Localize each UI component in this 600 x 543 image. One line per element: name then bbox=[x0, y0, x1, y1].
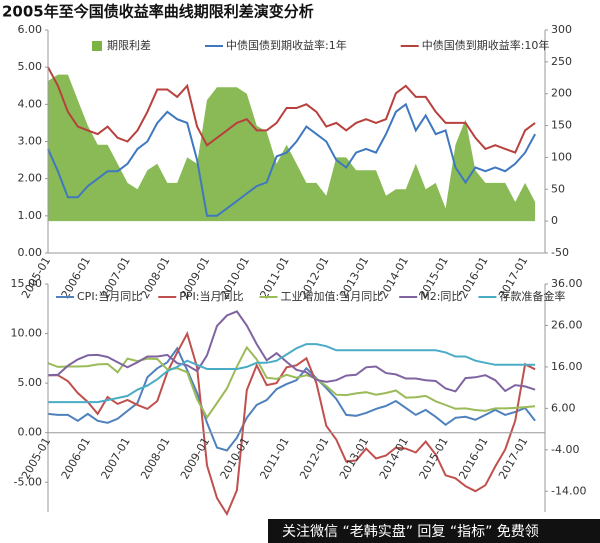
y2-tick-label: 200 bbox=[551, 87, 572, 100]
y2-tick-label: 36.00 bbox=[551, 277, 583, 290]
y-tick-label: 4.00 bbox=[18, 97, 43, 110]
line bbox=[47, 102, 536, 217]
y-tick-label: 6.00 bbox=[18, 23, 43, 36]
area bbox=[48, 74, 536, 222]
y2-tick-label: 250 bbox=[551, 55, 572, 68]
line bbox=[47, 310, 536, 393]
y-tick-label: 15.00 bbox=[11, 277, 43, 290]
y2-tick-label: 300 bbox=[551, 23, 572, 36]
watermark: 关注微信 “老韩实盘” 回复 “指标” 免费领 bbox=[282, 523, 539, 540]
y-tick-label: 10.00 bbox=[11, 327, 43, 340]
y2-tick-label: 0 bbox=[551, 214, 558, 227]
y2-tick-label: -50 bbox=[551, 246, 569, 259]
legend-label: 工业增加值:当月同比 bbox=[280, 289, 383, 303]
y2-tick-label: -4.00 bbox=[551, 443, 579, 456]
line bbox=[47, 66, 536, 154]
legend-label: 中债国债到期收益率:10年 bbox=[422, 38, 550, 52]
legend-swatch bbox=[92, 41, 102, 51]
y-tick-label: 0.00 bbox=[18, 246, 43, 259]
y-tick-label: -5.00 bbox=[14, 475, 42, 488]
y2-tick-label: -14.00 bbox=[551, 484, 586, 497]
y2-tick-label: 50 bbox=[551, 182, 565, 195]
line bbox=[48, 343, 536, 404]
line bbox=[47, 346, 536, 452]
legend-label: 期限利差 bbox=[107, 38, 151, 52]
y-tick-label: 3.00 bbox=[18, 135, 43, 148]
legend-label: M2:同比 bbox=[420, 290, 462, 303]
y-tick-label: 1.00 bbox=[18, 209, 43, 222]
y2-tick-label: 6.00 bbox=[551, 401, 576, 414]
y-tick-label: 0.00 bbox=[18, 426, 43, 439]
y2-tick-label: 100 bbox=[551, 150, 572, 163]
legend-label: 存款准备金率 bbox=[499, 289, 565, 303]
y2-tick-label: 16.00 bbox=[551, 360, 583, 373]
legend-label: CPI:当月同比 bbox=[77, 289, 142, 303]
watermark-bar bbox=[268, 519, 600, 543]
chart-title: 2005年至今国债收益率曲线期限利差演变分析 bbox=[2, 3, 314, 21]
y-tick-label: 5.00 bbox=[18, 60, 43, 73]
y-tick-label: 5.00 bbox=[18, 376, 43, 389]
line bbox=[47, 345, 536, 420]
y2-tick-label: 150 bbox=[551, 119, 572, 132]
y-tick-label: 2.00 bbox=[18, 172, 43, 185]
legend-label: PPI:当月同比 bbox=[179, 289, 243, 303]
legend-label: 中债国债到期收益率:1年 bbox=[226, 38, 347, 52]
y2-tick-label: 26.00 bbox=[551, 318, 583, 331]
